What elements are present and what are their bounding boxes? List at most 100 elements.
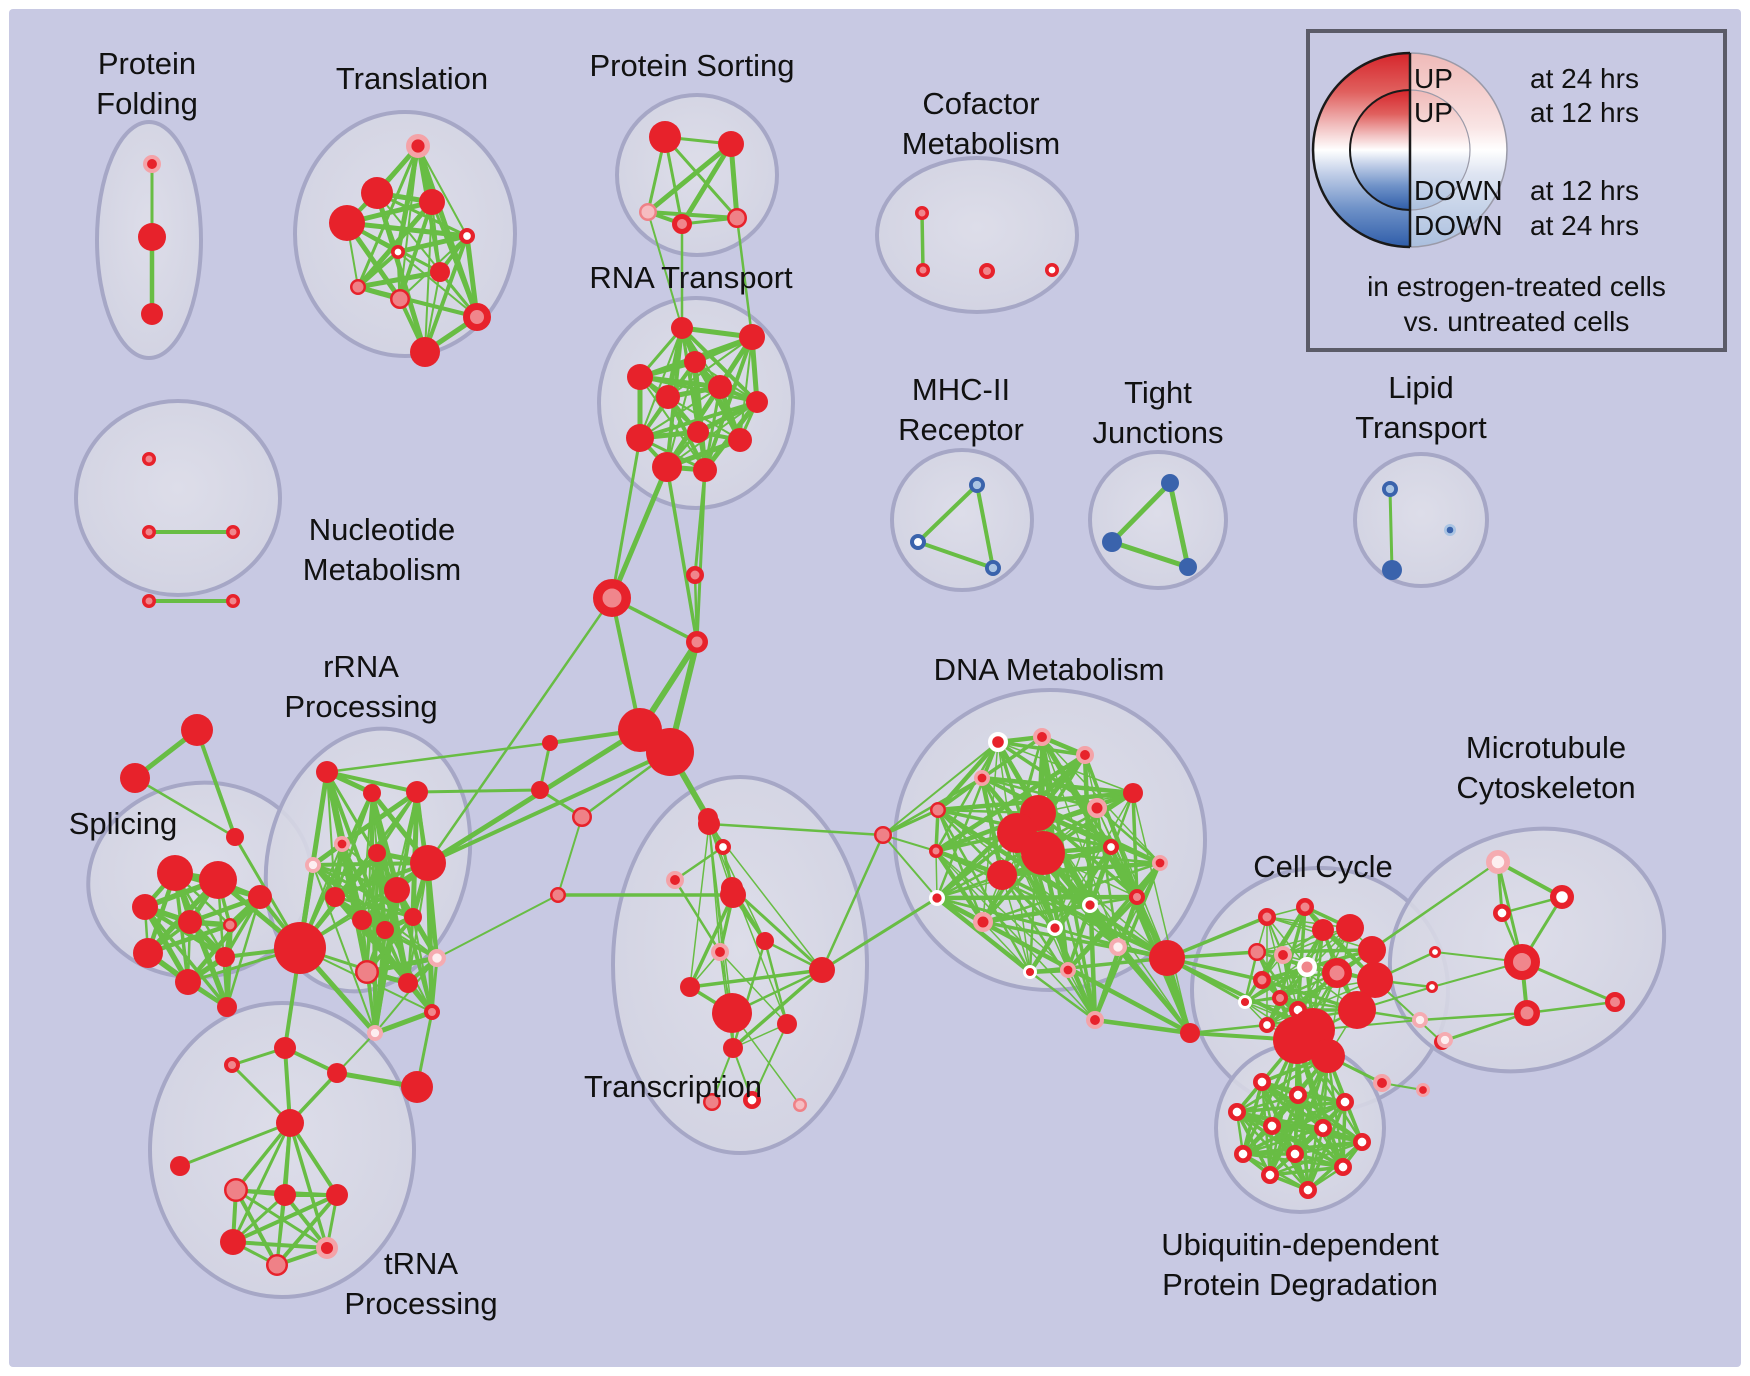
edge <box>610 596 642 732</box>
group-lipid-transport-label: Lipid Transport <box>1355 370 1487 445</box>
edge <box>1165 915 1269 960</box>
edge <box>646 210 739 220</box>
edge <box>360 918 439 960</box>
edge <box>417 145 468 237</box>
edge <box>1418 1011 1529 1022</box>
node-d16 <box>928 889 945 906</box>
edge <box>645 141 734 215</box>
node-x4 <box>711 943 730 962</box>
node-pf3 <box>141 303 163 325</box>
edge <box>1235 1100 1347 1114</box>
node-c5 <box>646 728 694 776</box>
node-tr7 <box>266 1254 288 1276</box>
node-k18 <box>1273 1016 1321 1064</box>
group-mhc-ii-receptor-ellipse <box>890 448 1034 592</box>
group-tight-junctions-label: Tight Junctions <box>1093 375 1224 450</box>
node-k13 <box>1237 994 1252 1009</box>
edge <box>275 1193 339 1267</box>
node-m8 <box>1514 1000 1540 1026</box>
node-k7 <box>1274 946 1293 965</box>
node-sp5 <box>199 861 237 899</box>
node-m4 <box>1504 944 1540 980</box>
group-splicing-label: Splicing <box>69 806 178 841</box>
node-d24 <box>1086 1011 1105 1030</box>
node-rr5 <box>305 856 322 873</box>
edge <box>665 465 699 644</box>
edge <box>312 864 376 1034</box>
edge <box>934 895 1033 975</box>
node-sp13 <box>217 997 237 1017</box>
node-tr1 <box>170 1156 190 1176</box>
node-mh3 <box>984 559 1001 576</box>
node-m6 <box>1426 980 1439 993</box>
edge <box>423 234 469 354</box>
edge <box>980 902 1093 925</box>
edge <box>430 200 479 319</box>
group-cell-cycle-label: Cell Cycle <box>1253 849 1393 884</box>
node-m3 <box>1492 904 1511 923</box>
edge <box>415 788 542 794</box>
node-d6 <box>930 802 946 818</box>
node-tr2 <box>224 1178 248 1202</box>
node-nu3 <box>226 525 240 539</box>
edge <box>647 211 683 329</box>
edge <box>426 750 672 865</box>
edge <box>693 573 699 644</box>
node-x10 <box>703 1093 721 1111</box>
node-k16 <box>1258 1017 1275 1034</box>
edge <box>999 860 1163 878</box>
node-d1 <box>987 731 1008 752</box>
node-rr8 <box>384 877 410 903</box>
group-mhc-ii-receptor-label: MHC-II Receptor <box>898 372 1024 447</box>
node-k12 <box>1272 990 1288 1006</box>
node-t3 <box>419 189 445 215</box>
legend-time-label: at 12 hrs <box>1530 175 1639 206</box>
edge <box>436 894 559 959</box>
node-rr11 <box>376 921 394 939</box>
group-lipid-transport-ellipse <box>1353 452 1489 588</box>
node-rt4 <box>627 364 653 390</box>
edge <box>1132 792 1191 1034</box>
node-rr19 <box>224 1057 240 1073</box>
node-t8 <box>350 279 366 295</box>
group-rna-transport-label: RNA Transport <box>589 260 793 295</box>
node-sp11 <box>175 969 201 995</box>
group-transcription-ellipse <box>611 775 869 1155</box>
node-rr13 <box>428 948 447 967</box>
node-x11 <box>743 1090 762 1109</box>
edge <box>1441 1012 1528 1043</box>
node-rr6 <box>368 844 386 862</box>
edge <box>673 878 722 954</box>
edge <box>936 808 985 924</box>
edge <box>325 770 419 794</box>
edge <box>231 1193 339 1244</box>
edge <box>1028 970 1097 1022</box>
node-u9 <box>1285 1144 1304 1163</box>
edge <box>1109 539 1191 570</box>
node-t5 <box>458 228 475 245</box>
node-k3 <box>1312 919 1334 941</box>
edge <box>1067 969 1096 1021</box>
edge <box>557 816 583 896</box>
node-d15 <box>1129 889 1145 905</box>
node-nu2 <box>142 525 156 539</box>
edge <box>1496 860 1564 899</box>
edge <box>982 921 1191 1034</box>
node-li3 <box>1443 523 1456 536</box>
node-rt10 <box>728 428 752 452</box>
legend-time-label: at 12 hrs <box>1530 97 1639 128</box>
node-u11 <box>1260 1165 1279 1184</box>
edge <box>333 851 379 899</box>
node-sp9 <box>248 885 272 909</box>
node-u8 <box>1233 1144 1252 1163</box>
edge <box>689 823 710 988</box>
edge <box>234 1188 279 1267</box>
group-dna-metabolism-label: DNA Metabolism <box>934 652 1165 687</box>
node-c2 <box>686 566 704 584</box>
legend-direction-label: DOWN <box>1414 210 1503 241</box>
labels-layer: Protein Folding Translation Protein Sorting… <box>69 46 1636 1321</box>
edge <box>1108 844 1193 1036</box>
edge <box>820 833 885 972</box>
edge <box>1053 926 1120 949</box>
node-c11 <box>666 871 685 890</box>
